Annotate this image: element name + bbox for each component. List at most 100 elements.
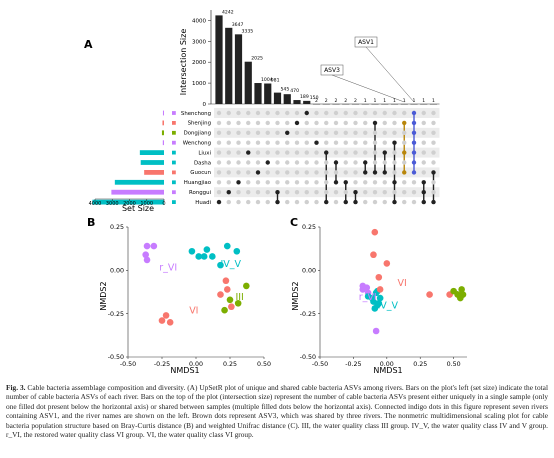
annotation-leader — [365, 46, 415, 103]
matrix-dot-empty — [255, 180, 261, 185]
caption-lead: Fig. 3. — [6, 383, 26, 392]
matrix-dot-empty — [314, 120, 319, 126]
matrix-dot-empty — [294, 110, 300, 116]
point-iv_v — [200, 253, 208, 260]
set-axis-tick-label: 3000 — [106, 201, 119, 207]
point-vi — [162, 312, 170, 319]
panel-c-label: C — [290, 216, 298, 229]
matrix-dot-empty — [421, 130, 426, 135]
point-r_vi — [363, 284, 371, 291]
set-names: Shenchong Shenjing Dongjiang Wenchong Liuxi D… — [172, 111, 211, 206]
point-vi — [376, 286, 384, 293]
set-name-huangjiao: Huangjiao — [184, 180, 211, 186]
matrix-dot-empty — [285, 140, 290, 145]
matrix-dot-empty — [421, 140, 426, 145]
matrix-dot-empty — [333, 190, 339, 195]
panel-b-label: B — [87, 216, 95, 229]
intersection-tick-label: 4000 — [192, 18, 206, 24]
intersection-tick-label: 2000 — [192, 60, 206, 66]
set-size-bars — [92, 110, 164, 205]
set-color-swatch — [172, 111, 176, 115]
intersection-bar-label: 1 — [393, 98, 396, 104]
matrix-dot-empty — [363, 199, 368, 205]
matrix-dot-empty — [324, 160, 329, 165]
point-iv_v — [188, 247, 196, 255]
intersection-bar-label: 2 — [315, 98, 318, 104]
matrix-dot-empty — [304, 199, 309, 205]
point-vi — [375, 273, 383, 281]
matrix-dot-filled — [246, 150, 251, 155]
matrix-dot-empty — [246, 180, 251, 185]
set-color-swatch — [172, 190, 176, 195]
matrix-dot-filled — [333, 160, 339, 165]
point-iv_v — [376, 294, 384, 302]
point-iv_v — [195, 253, 203, 260]
group-label-r_vi: r_VI — [359, 292, 377, 303]
matrix-dot-empty — [372, 199, 378, 205]
set-color-swatch — [172, 130, 176, 135]
set-name-shenjing: Shenjing — [188, 121, 211, 127]
matrix-dot-empty — [285, 190, 290, 195]
matrix-dot-empty — [246, 130, 251, 135]
intersection-bar-label: 1 — [422, 98, 425, 104]
set-size-bar — [139, 150, 164, 155]
matrix-dot-empty — [324, 180, 329, 185]
matrix-dot-empty — [294, 170, 300, 175]
matrix-dot-empty — [392, 110, 397, 116]
nmds-bray-curtis-plot: -0.50 -0.25 0.00 0.25 0.50 0.25 0.00 -0.25 -0.50… — [108, 224, 271, 368]
matrix-dot-filled — [353, 190, 358, 195]
upset-matrix — [214, 108, 440, 205]
y-tick-label: -0.25 — [300, 311, 316, 318]
matrix-dot-empty — [333, 199, 339, 205]
matrix-dot-empty — [304, 190, 309, 195]
point-iv_v — [203, 246, 211, 253]
matrix-dot-empty — [363, 190, 368, 195]
matrix-dot-empty — [314, 170, 319, 175]
matrix-dot-empty — [304, 180, 309, 185]
matrix-dot-empty — [353, 170, 358, 175]
intersection-bar-label: 1 — [374, 98, 377, 104]
matrix-dot-empty — [333, 140, 339, 145]
set-name-guocun: Guocun — [190, 170, 211, 176]
matrix-dot-empty — [216, 130, 222, 135]
set-size-bar — [111, 189, 164, 195]
matrix-dot-empty — [324, 120, 329, 126]
matrix-dot-empty — [402, 130, 407, 135]
figure-canvas: A Intersection Size 0 1000 2000 3000 4000 42… — [84, 9, 467, 375]
matrix-dot-empty — [411, 199, 417, 205]
set-name-shenchong: Shenchong — [181, 111, 211, 117]
matrix-dot-filled — [275, 190, 280, 195]
matrix-dot-empty — [363, 140, 368, 145]
matrix-dot-filled — [411, 120, 417, 126]
matrix-dot-empty — [285, 150, 290, 155]
matrix-dot-empty — [255, 130, 261, 135]
point-r_vi — [150, 242, 158, 250]
matrix-dot-empty — [285, 180, 290, 185]
matrix-dot-empty — [226, 160, 231, 165]
y-tick-label: -0.50 — [108, 354, 124, 361]
matrix-dot-empty — [285, 110, 290, 116]
group-label-iii: III — [456, 290, 464, 301]
point-iii — [226, 296, 234, 304]
matrix-dot-empty — [353, 130, 358, 135]
intersection-tick-label: 0 — [203, 102, 207, 108]
matrix-dot-empty — [382, 199, 387, 205]
matrix-dot-empty — [324, 190, 329, 195]
intersection-bar-label: 2 — [354, 98, 357, 104]
intersection-bar-label: 1 — [413, 98, 416, 104]
matrix-dot-empty — [285, 199, 290, 205]
matrix-dot-filled — [392, 180, 397, 185]
matrix-dot-empty — [265, 180, 270, 185]
x-tick-label: -0.25 — [154, 361, 170, 368]
matrix-dot-filled — [411, 130, 417, 135]
matrix-dot-empty — [294, 130, 300, 135]
x-tick-label: 0.50 — [257, 361, 271, 368]
matrix-dot-filled — [402, 120, 407, 126]
intersection-bar-label: 3335 — [242, 28, 254, 34]
point-iii — [234, 299, 242, 307]
intersection-bar-label: 2 — [325, 98, 328, 104]
matrix-dot-empty — [275, 110, 280, 116]
matrix-dot-empty — [402, 180, 407, 185]
matrix-dot-empty — [382, 120, 387, 126]
